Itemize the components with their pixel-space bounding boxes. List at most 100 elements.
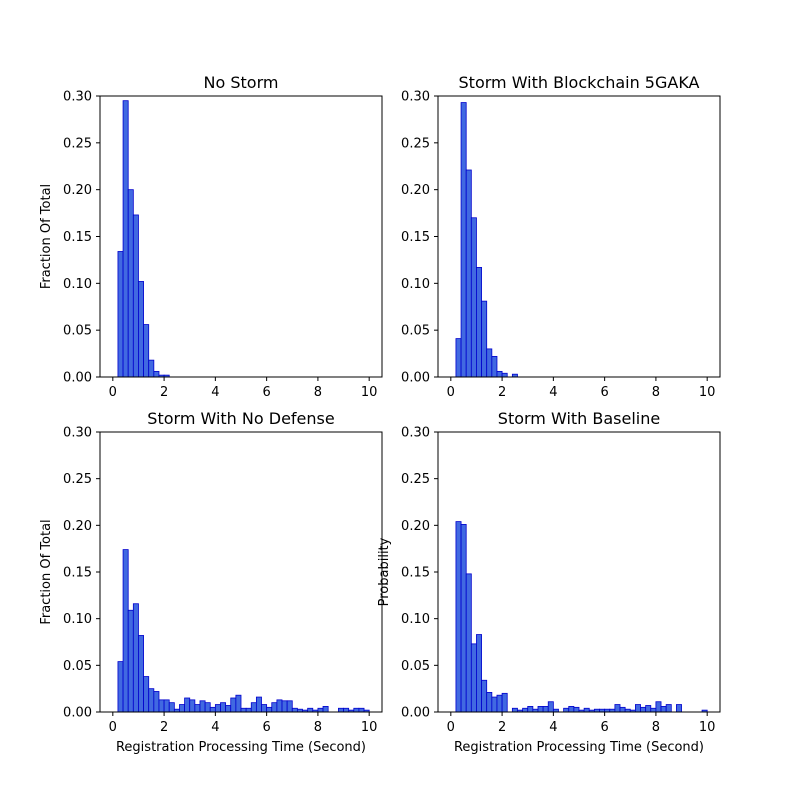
histogram-bar: [168, 702, 175, 713]
y-axis-label: Fraction Of Total: [39, 519, 54, 624]
histogram-bar: [122, 100, 129, 378]
histogram-bar: [465, 573, 472, 713]
x-tick-label: 6: [600, 385, 608, 400]
y-tick-label: 0.05: [63, 659, 92, 674]
histogram-bar: [189, 699, 196, 713]
histogram-bar: [635, 704, 641, 713]
histogram-bar: [338, 707, 344, 713]
chart-title: Storm With No Defense: [147, 409, 334, 428]
chart-panel-4: 0 2 4 6 8 10 0.00 0.05 0.10 0.15 0.20 0.25 0.30 Storm…: [377, 409, 721, 755]
histogram-bar: [286, 700, 293, 713]
y-axis-label: Probability: [377, 537, 392, 606]
histogram-bar: [542, 706, 549, 713]
histogram-bar: [132, 214, 139, 378]
chart-title: No Storm: [204, 73, 279, 92]
y-tick-label: 0.00: [63, 371, 92, 386]
y-tick-label: 0.15: [63, 230, 92, 245]
histogram-bar: [496, 370, 503, 378]
x-tick-label: 8: [652, 720, 660, 735]
histogram-bar: [163, 699, 170, 713]
chart-title: Storm With Blockchain 5GAKA: [459, 73, 700, 92]
histogram-bar: [245, 707, 252, 713]
histogram-bar: [240, 707, 247, 713]
x-tick-label: 4: [549, 385, 557, 400]
chart-title: Storm With Baseline: [498, 409, 660, 428]
histogram-bar: [291, 707, 298, 713]
histogram-bar: [568, 706, 575, 713]
x-axis-label: Registration Processing Time (Second): [454, 740, 704, 755]
y-tick-label: 0.05: [401, 659, 430, 674]
histogram-bar: [281, 700, 288, 713]
histogram-bar: [619, 706, 626, 713]
histogram-bar: [153, 370, 160, 378]
histogram-bar: [235, 694, 242, 713]
histogram-bar: [261, 704, 268, 713]
x-tick-label: 8: [652, 385, 660, 400]
x-tick-label: 4: [549, 720, 557, 735]
histogram-bar: [214, 704, 221, 713]
histogram-bar: [230, 697, 237, 713]
y-tick-label: 0.30: [401, 90, 430, 105]
histogram-bar: [573, 706, 580, 713]
y-tick-label: 0.25: [401, 472, 430, 487]
histogram-bar: [225, 705, 232, 713]
histogram-bar: [220, 702, 227, 713]
y-tick-label: 0.25: [63, 472, 92, 487]
histogram-bar: [353, 707, 360, 713]
histogram-bar: [640, 706, 647, 713]
x-axis-label: Registration Processing Time (Second): [116, 740, 366, 755]
histogram-bar: [650, 707, 657, 713]
histogram-bar: [271, 702, 278, 713]
histogram-bar: [665, 704, 672, 713]
x-tick-label: 8: [314, 385, 322, 400]
y-tick-label: 0.15: [63, 566, 92, 581]
histogram-bar: [343, 707, 350, 713]
histogram-bar: [148, 688, 155, 713]
histogram-bar: [276, 699, 283, 713]
histogram-bar: [266, 706, 273, 713]
histogram-bar: [138, 281, 144, 378]
histogram-bar: [537, 706, 544, 713]
histogram-bar: [470, 643, 477, 713]
histogram-bar: [501, 692, 508, 713]
chart-panel-2: 0 2 4 6 8 10 0.00 0.05 0.10 0.15 0.20 0.25 0.30 Storm…: [401, 73, 721, 400]
y-tick-label: 0.20: [63, 519, 92, 534]
x-tick-label: 2: [160, 385, 168, 400]
histogram-bar: [614, 704, 621, 713]
histogram-bar: [138, 635, 144, 713]
histogram-bar: [204, 702, 211, 713]
x-tick-label: 6: [262, 720, 270, 735]
histogram-bar: [127, 189, 134, 378]
chart-panel-1: 0 2 4 6 8 10 0.00 0.05 0.10 0.15 0.20 0.25 0.30 No St…: [39, 73, 383, 400]
y-tick-label: 0.30: [401, 426, 430, 441]
x-tick-label: 0: [447, 720, 455, 735]
x-tick-label: 4: [211, 720, 219, 735]
x-tick-label: 10: [699, 720, 716, 735]
histogram-bar: [455, 338, 462, 378]
histogram-bar: [645, 705, 652, 713]
y-tick-label: 0.05: [401, 324, 430, 339]
histogram-bar: [522, 707, 529, 713]
histogram-bar: [250, 702, 257, 713]
histogram-bar: [486, 692, 493, 713]
y-tick-label: 0.00: [401, 371, 430, 386]
histogram-bar: [117, 251, 124, 378]
histogram-bar: [158, 699, 165, 713]
y-tick-label: 0.10: [63, 277, 92, 292]
histogram-bar: [476, 634, 482, 713]
histogram-bar: [465, 169, 472, 378]
histogram-bar: [358, 707, 365, 713]
x-tick-label: 2: [498, 385, 506, 400]
histogram-bar: [547, 701, 554, 713]
histogram-bar: [676, 704, 682, 713]
x-tick-label: 0: [109, 385, 117, 400]
x-tick-label: 10: [699, 385, 716, 400]
histogram-bar: [209, 706, 216, 713]
histogram-bar: [317, 707, 324, 713]
histogram-bar: [122, 549, 129, 713]
histogram-bar: [194, 704, 201, 713]
x-tick-label: 6: [600, 720, 608, 735]
histogram-bar: [143, 676, 150, 713]
histogram-bar: [470, 217, 477, 378]
histogram-bar: [491, 696, 498, 713]
